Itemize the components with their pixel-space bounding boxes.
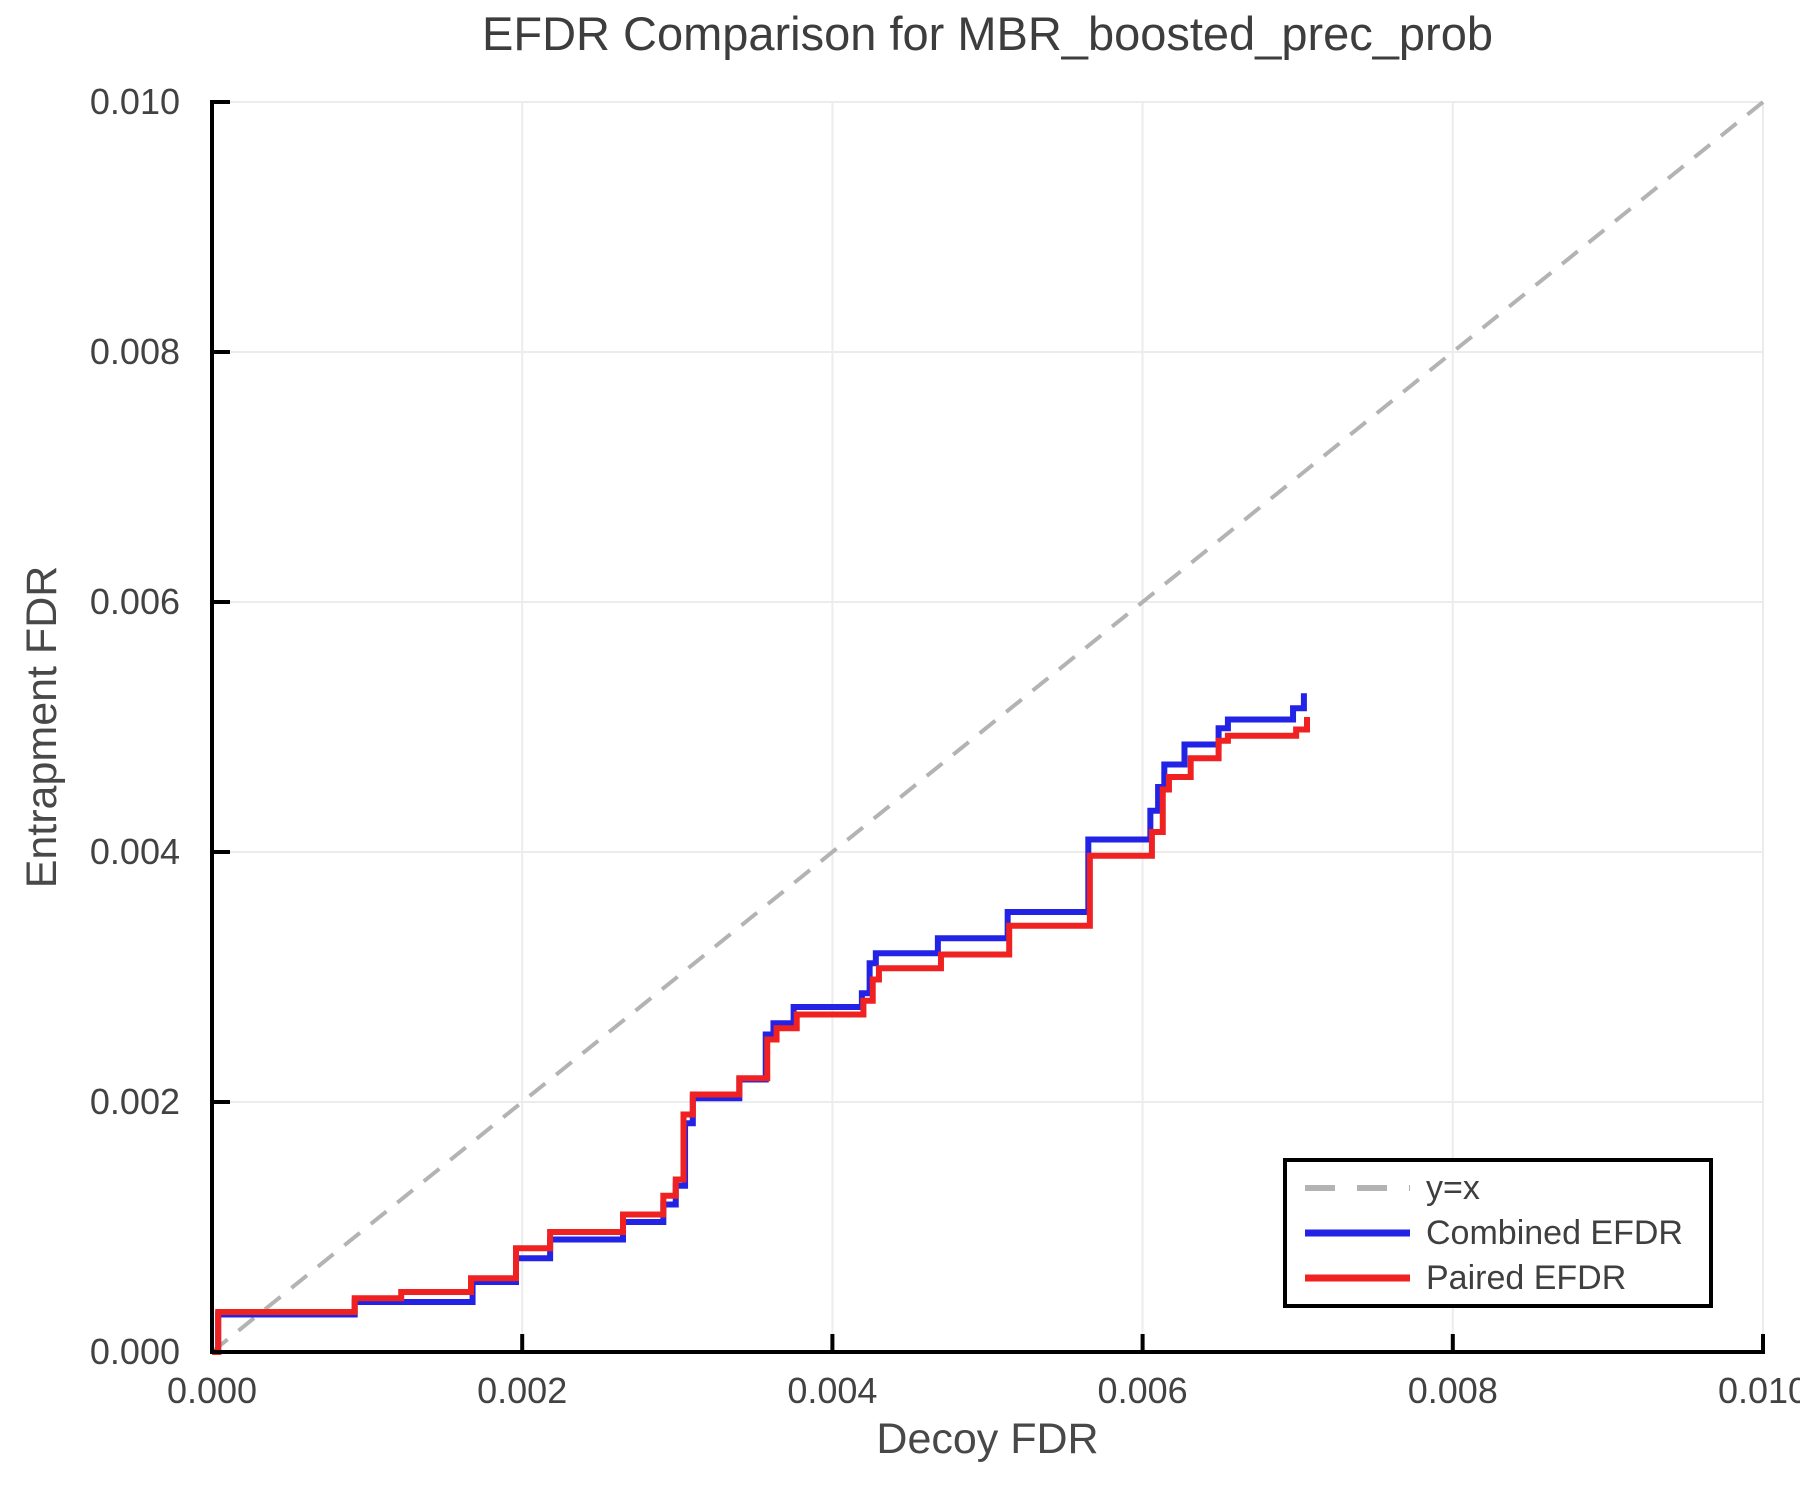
series-line-paired-efdr bbox=[212, 717, 1311, 1355]
data-series-lines bbox=[212, 693, 1311, 1355]
paired-efdr-line-sample bbox=[1305, 1274, 1410, 1282]
legend-row-identity: y=x bbox=[1287, 1168, 1709, 1209]
legend-label-paired: Paired EFDR bbox=[1426, 1258, 1627, 1297]
x-tick-label: 0.010 bbox=[1717, 1370, 1800, 1411]
y-tick-label: 0.006 bbox=[89, 581, 180, 622]
series-line-y-x bbox=[210, 100, 1765, 1354]
y-tick-label: 0.008 bbox=[89, 331, 180, 372]
x-tick-label: 0.000 bbox=[166, 1370, 258, 1411]
legend-label-combined: Combined EFDR bbox=[1426, 1214, 1683, 1252]
x-tick-label: 0.008 bbox=[1407, 1370, 1498, 1411]
x-tick-label: 0.002 bbox=[477, 1370, 568, 1411]
chart-title: EFDR Comparison for MBR_boosted_prec_pro… bbox=[482, 7, 1493, 60]
gridlines bbox=[212, 101, 1764, 1352]
x-tick-label: 0.006 bbox=[1097, 1370, 1188, 1411]
y-tick-label: 0.000 bbox=[89, 1331, 180, 1372]
identity-line-sample bbox=[1305, 1185, 1410, 1192]
x-axis-label: Decoy FDR bbox=[876, 1415, 1099, 1463]
legend-row-combined: Combined EFDR bbox=[1287, 1213, 1709, 1254]
legend-box: y=x Combined EFDR Paired EFDR bbox=[1283, 1158, 1713, 1308]
series-line-combined-efdr bbox=[212, 693, 1307, 1355]
y-axis-label: Entrapment FDR bbox=[18, 565, 66, 889]
y-tick-label: 0.002 bbox=[89, 1081, 180, 1122]
legend-label-identity: y=x bbox=[1426, 1169, 1480, 1208]
identity-line bbox=[210, 100, 1765, 1354]
axis-spines bbox=[210, 100, 1765, 1354]
legend-row-paired: Paired EFDR bbox=[1287, 1257, 1709, 1298]
x-tick-label: 0.004 bbox=[787, 1370, 878, 1411]
y-tick-label: 0.010 bbox=[89, 81, 180, 122]
axis-tick-marks bbox=[210, 100, 1765, 1354]
y-tick-label: 0.004 bbox=[89, 831, 180, 872]
combined-efdr-line-sample bbox=[1305, 1229, 1410, 1237]
